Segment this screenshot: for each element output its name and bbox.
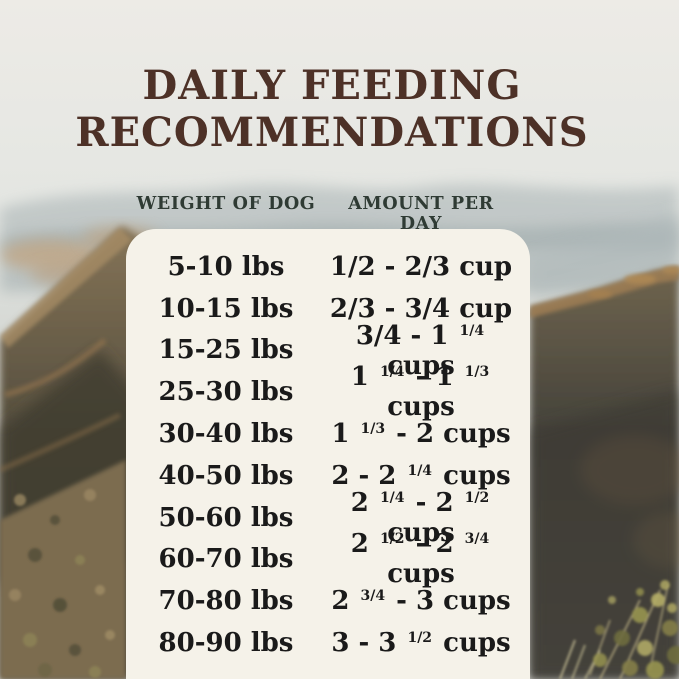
amount-cell: 2/3 - 3/4 cup — [329, 293, 513, 324]
amount-cell: 3/4 - 1 1/4 cups — [355, 320, 485, 381]
fraction-superscript: 1/3 — [464, 364, 490, 381]
table-row: 60-70 lbs 2 1/2 - 2 3/4 cups — [126, 529, 530, 589]
page-title: DAILY FEEDING RECOMMENDATIONS — [0, 62, 664, 156]
amount-cell: 2 3/4 - 3 cups — [331, 586, 511, 617]
weight-cell: 30-40 lbs — [158, 419, 294, 450]
amount-cell: 2 - 2 1/4 cups — [331, 460, 511, 491]
fraction-superscript: 1/4 — [407, 462, 433, 479]
fraction-superscript: 1/3 — [360, 421, 386, 438]
amount-cell: 1 1/3 - 2 cups — [331, 419, 511, 450]
right-mountain — [530, 212, 679, 679]
weight-cell: 60-70 lbs — [158, 544, 294, 575]
table-row: 30-40 lbs 1 1/3 - 2 cups — [126, 413, 530, 455]
weight-cell: 80-90 lbs — [158, 628, 294, 659]
column-header-amount: AMOUNT PER DAY — [348, 194, 494, 234]
amount-cell: 3 - 3 1/2 cups — [331, 628, 511, 659]
title-line-1: DAILY FEEDING — [142, 62, 522, 109]
column-headers: WEIGHT OF DOG AMOUNT PER DAY — [126, 194, 530, 234]
table-rows: 5-10 lbs 1/2 - 2/3 cup 10-15 lbs 2/3 - 3/4 … — [126, 246, 530, 664]
foreground-bush — [559, 580, 679, 679]
table-row: 40-50 lbs 2 - 2 1/4 cups — [126, 455, 530, 497]
amount-cell: 1 1/4 - 1 1/3 cups — [350, 362, 490, 423]
table-row: 15-25 lbs 3/4 - 1 1/4 cups — [126, 321, 530, 381]
amount-cell: 2 1/2 - 2 3/4 cups — [350, 529, 490, 590]
amount-cell: 2 1/4 - 2 1/2 cups — [350, 487, 490, 548]
weight-cell: 15-25 lbs — [158, 335, 294, 366]
weight-cell: 25-30 lbs — [158, 377, 294, 408]
feeding-table-card: 5-10 lbs 1/2 - 2/3 cup 10-15 lbs 2/3 - 3/4 … — [126, 229, 530, 679]
fraction-superscript: 1/4 — [459, 322, 485, 339]
weight-cell: 50-60 lbs — [158, 502, 294, 533]
weight-cell: 5-10 lbs — [167, 251, 285, 282]
table-row: 5-10 lbs 1/2 - 2/3 cup — [126, 246, 530, 288]
table-row: 70-80 lbs 2 3/4 - 3 cups — [126, 580, 530, 622]
weight-cell: 70-80 lbs — [158, 586, 294, 617]
weight-cell: 40-50 lbs — [158, 460, 294, 491]
fraction-superscript: 3/4 — [360, 588, 386, 605]
title-line-2: RECOMMENDATIONS — [75, 109, 589, 156]
weight-cell: 10-15 lbs — [158, 293, 294, 324]
table-row: 50-60 lbs 2 1/4 - 2 1/2 cups — [126, 488, 530, 548]
fraction-superscript: 1/2 — [407, 630, 433, 647]
fraction-superscript: 1/2 — [464, 489, 490, 506]
table-row: 80-90 lbs 3 - 3 1/2 cups — [126, 622, 530, 664]
column-header-weight: WEIGHT OF DOG — [136, 194, 316, 214]
amount-cell: 1/2 - 2/3 cup — [329, 251, 513, 282]
fraction-superscript: 1/4 — [379, 489, 405, 506]
table-row: 25-30 lbs 1 1/4 - 1 1/3 cups — [126, 362, 530, 422]
fraction-superscript: 3/4 — [464, 531, 490, 548]
table-row: 10-15 lbs 2/3 - 3/4 cup — [126, 288, 530, 330]
fraction-superscript: 1/2 — [379, 531, 405, 548]
fraction-superscript: 1/4 — [379, 364, 405, 381]
